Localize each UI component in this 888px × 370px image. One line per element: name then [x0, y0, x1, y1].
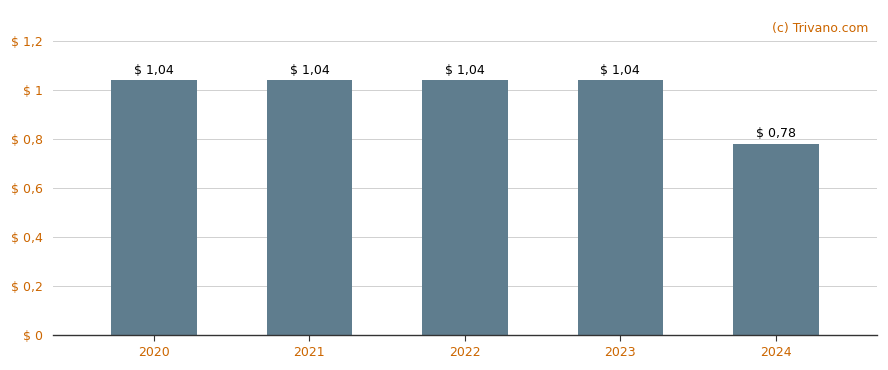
Text: (c) Trivano.com: (c) Trivano.com	[773, 22, 868, 35]
Bar	[111, 80, 196, 336]
Bar	[577, 80, 663, 336]
Bar	[733, 144, 819, 336]
Text: $ 1,04: $ 1,04	[600, 64, 640, 77]
Text: $ 1,04: $ 1,04	[445, 64, 485, 77]
Bar	[266, 80, 353, 336]
Text: $ 1,04: $ 1,04	[289, 64, 329, 77]
Text: $ 0,78: $ 0,78	[756, 127, 796, 140]
Bar	[422, 80, 508, 336]
Text: $ 1,04: $ 1,04	[134, 64, 174, 77]
